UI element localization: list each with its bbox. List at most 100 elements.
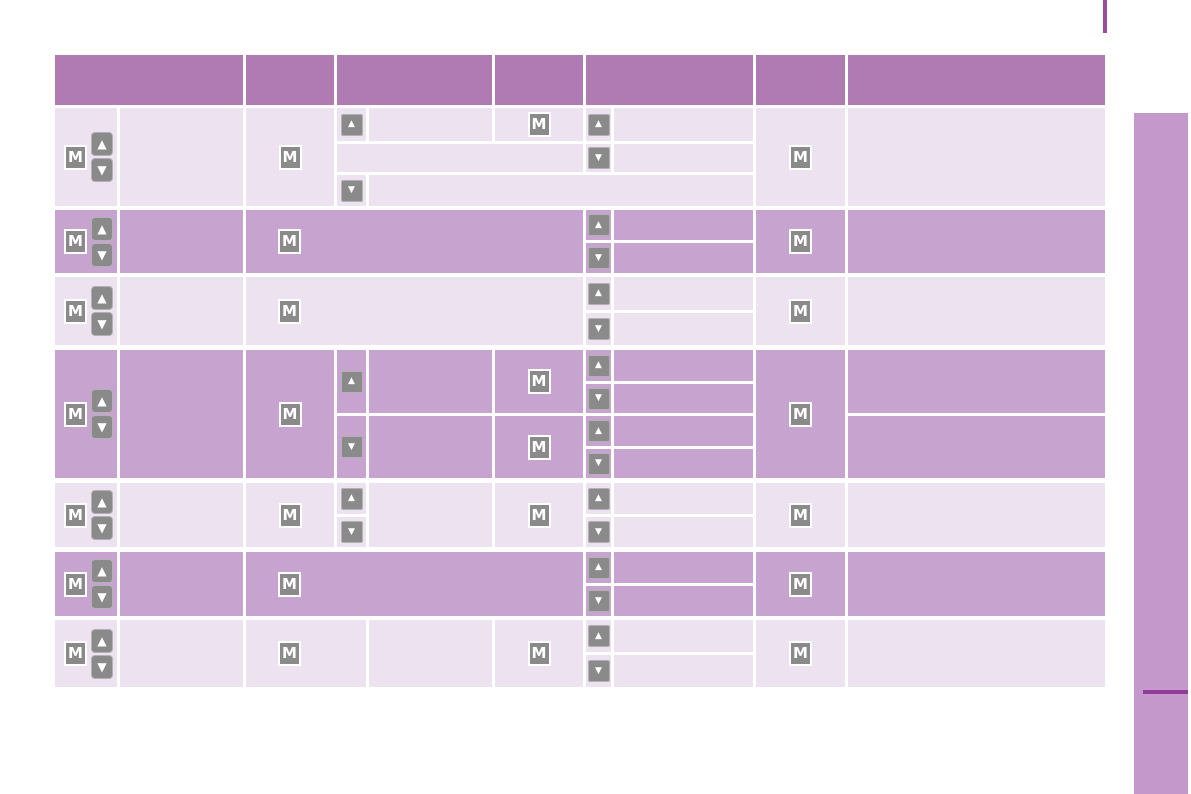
up-down-stack: ▲ ▼ — [91, 286, 113, 336]
row7-col5-menu-cell: M — [495, 620, 583, 687]
row5-col3-menu-cell: M — [246, 483, 334, 547]
row5-col6-up-cell: ▲ — [586, 483, 611, 514]
row2-col6-text-cell — [614, 210, 753, 240]
down-arrow-icon: ▼ — [340, 521, 363, 543]
row2-col7-menu-cell: M — [756, 210, 845, 273]
menu-button-icon: M — [278, 571, 301, 597]
row1-icon-cell: M ▲ ▼ — [55, 108, 117, 206]
row5-col6-text-cell — [614, 517, 753, 547]
row3-col6-up-cell: ▲ — [586, 277, 611, 310]
row6-col6-down-cell: ▼ — [586, 586, 611, 616]
menu-button-icon: M — [527, 369, 551, 394]
menu-button-icon: M — [789, 298, 812, 324]
row4-col2-cell — [120, 350, 243, 478]
row6-col6-up-cell: ▲ — [586, 552, 611, 583]
row4-col4-down-cell: ▼ — [337, 416, 366, 478]
menu-button-icon: M — [64, 298, 87, 324]
row6-merged-menu-cell: M — [246, 552, 583, 616]
row7-col2-cell — [120, 620, 243, 687]
menu-arrows-control: M ▲ ▼ — [64, 286, 113, 336]
row5-col7-menu-cell: M — [756, 483, 845, 547]
row7-col3-menu-cell: M — [246, 620, 366, 687]
down-arrow-icon: ▼ — [587, 452, 610, 475]
menu-arrows-control: M ▲ ▼ — [64, 216, 113, 267]
up-arrow-icon: ▲ — [587, 354, 610, 377]
down-arrow-icon: ▼ — [587, 387, 610, 410]
down-arrow-icon: ▼ — [91, 158, 113, 182]
row5-col5-menu-cell: M — [495, 483, 583, 547]
row5-icon-cell: M ▲ ▼ — [55, 483, 117, 547]
menu-button-icon: M — [64, 571, 87, 597]
menu-button-icon: M — [278, 502, 302, 528]
row6-icon-cell: M ▲ ▼ — [55, 552, 117, 616]
down-arrow-icon: ▼ — [587, 590, 610, 612]
up-arrow-icon: ▲ — [587, 625, 610, 647]
row3-col6-down-cell: ▼ — [586, 313, 611, 345]
row4-col3-menu-cell: M — [246, 350, 334, 478]
row3-col6-text-cell — [614, 313, 753, 345]
row7-col4-text-cell — [369, 620, 492, 687]
row5-col6-down-cell: ▼ — [586, 517, 611, 547]
header-cell-7 — [848, 55, 1105, 105]
footer-rule — [1143, 690, 1188, 694]
down-arrow-icon: ▼ — [587, 521, 610, 543]
down-arrow-icon: ▼ — [340, 179, 363, 202]
menu-button-icon: M — [278, 401, 302, 427]
up-arrow-icon: ▲ — [340, 487, 363, 510]
row4-col7-menu-cell: M — [756, 350, 845, 478]
menu-button-icon: M — [278, 229, 301, 254]
menu-arrows-control: M ▲ ▼ — [64, 389, 113, 439]
row3-col2-cell — [120, 277, 243, 345]
row2-col6-up-cell: ▲ — [586, 210, 611, 240]
row6-col6-text-cell — [614, 552, 753, 583]
row1-mid-merged-cell — [337, 144, 583, 172]
row1-col4-down-cell: ▼ — [337, 175, 366, 206]
header-top-tick — [1103, 0, 1107, 33]
row2-col2-cell — [120, 210, 243, 273]
menu-button-icon: M — [789, 229, 812, 254]
row2-col6-down-cell: ▼ — [586, 243, 611, 273]
row4-col8-desc-cell — [848, 416, 1105, 478]
menu-arrows-control: M ▲ ▼ — [64, 490, 113, 540]
row5-col4-down-cell: ▼ — [337, 517, 366, 547]
row7-col6-text-cell — [614, 620, 753, 652]
menu-button-icon: M — [789, 571, 812, 597]
menu-button-icon: M — [527, 434, 551, 460]
row1-col6-text-cell — [614, 144, 753, 172]
row7-col7-menu-cell: M — [756, 620, 845, 687]
row7-icon-cell: M ▲ ▼ — [55, 620, 117, 687]
up-arrow-icon: ▲ — [91, 559, 113, 583]
menu-button-icon: M — [64, 229, 87, 254]
up-arrow-icon: ▲ — [587, 282, 610, 305]
menu-button-icon: M — [789, 641, 812, 666]
menu-button-icon: M — [789, 502, 812, 528]
up-arrow-icon: ▲ — [91, 216, 113, 241]
down-arrow-icon: ▼ — [340, 436, 363, 458]
row6-col7-menu-cell: M — [756, 552, 845, 616]
row4-col6-text-cell — [614, 350, 753, 381]
up-down-stack: ▲ ▼ — [91, 216, 113, 267]
menu-button-icon: M — [527, 502, 551, 528]
right-margin-bar — [1134, 113, 1188, 794]
down-arrow-icon: ▼ — [91, 516, 113, 540]
up-arrow-icon: ▲ — [91, 286, 113, 310]
row3-col8-desc-cell — [848, 277, 1105, 345]
up-down-stack: ▲ ▼ — [91, 132, 113, 182]
menu-button-icon: M — [278, 641, 301, 666]
up-arrow-icon: ▲ — [587, 420, 610, 442]
down-arrow-icon: ▼ — [587, 247, 610, 269]
row1-col3-menu-cell: M — [246, 108, 334, 206]
up-arrow-icon: ▲ — [587, 214, 610, 236]
row4-col6-up-cell: ▲ — [586, 350, 611, 381]
row5-col6-text-cell — [614, 483, 753, 514]
row4-col6-up-cell: ▲ — [586, 416, 611, 446]
row7-col6-down-cell: ▼ — [586, 655, 611, 687]
menu-button-icon: M — [64, 144, 87, 170]
up-arrow-icon: ▲ — [91, 490, 113, 514]
menu-button-icon: M — [789, 401, 812, 427]
menu-button-icon: M — [527, 112, 551, 137]
row1-col4-up-cell: ▲ — [337, 108, 366, 141]
row1-col5-menu-cell: M — [495, 108, 583, 141]
menu-arrows-control: M ▲ ▼ — [64, 132, 113, 182]
